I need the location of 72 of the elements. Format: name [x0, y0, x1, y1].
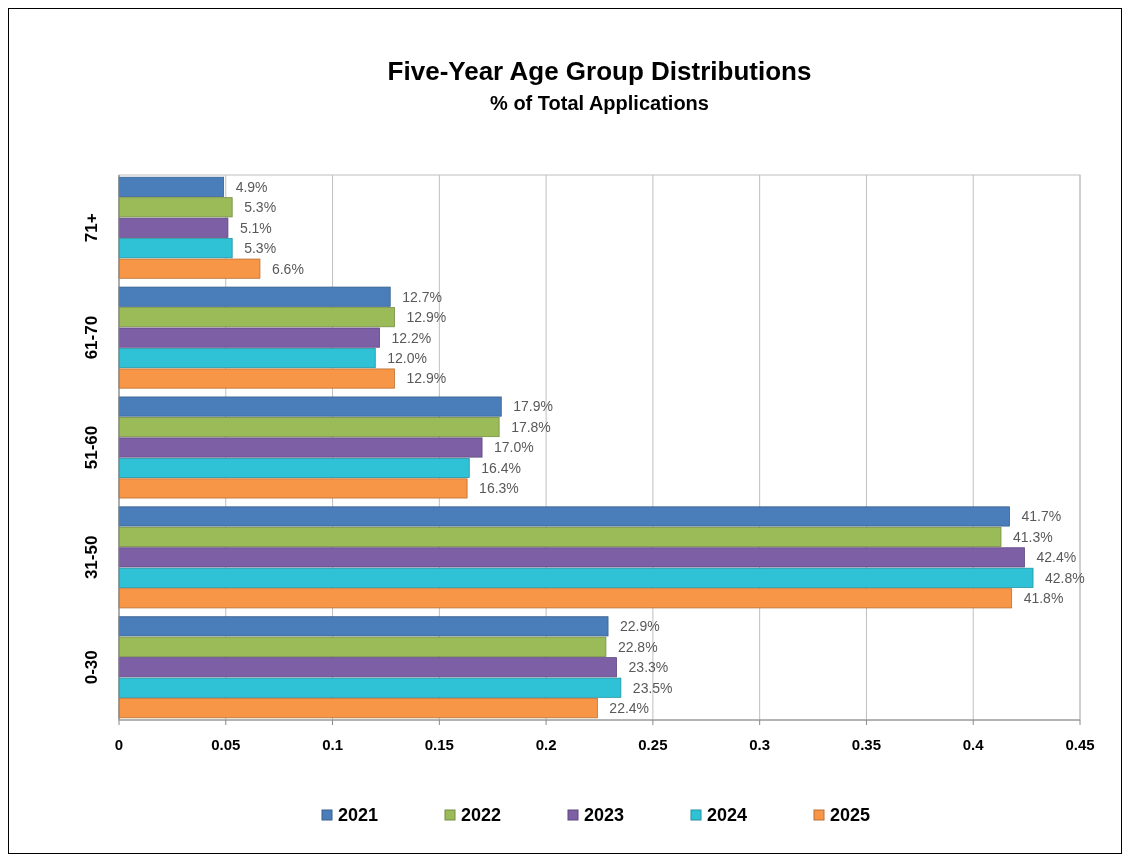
x-tick-label: 0.35 [851, 736, 882, 753]
data-label: 12.0% [387, 349, 427, 366]
data-label: 17.9% [513, 398, 553, 415]
bar [118, 238, 233, 259]
data-label: 22.4% [609, 700, 650, 717]
legend-label: 2023 [584, 805, 625, 826]
data-label: 4.9% [235, 178, 268, 195]
bar [118, 588, 1013, 609]
bar [118, 217, 229, 238]
x-tick-label: 0.05 [211, 736, 241, 753]
bar [118, 677, 622, 698]
data-label: 5.3% [244, 199, 277, 216]
x-tick-label: 0.4 [962, 736, 985, 753]
data-label: 16.4% [481, 459, 521, 476]
x-tick-label: 0.3 [749, 736, 771, 753]
data-label: 42.8% [1045, 569, 1085, 586]
data-label: 17.0% [494, 439, 534, 456]
legend-label: 2024 [707, 805, 748, 826]
bar [118, 197, 233, 218]
data-label: 12.9% [406, 309, 447, 326]
data-label: 6.6% [271, 260, 304, 277]
data-label: 5.3% [244, 240, 277, 257]
data-label: 22.9% [620, 618, 660, 635]
data-label: 23.5% [632, 679, 673, 696]
bar [118, 457, 470, 478]
bar [118, 698, 598, 719]
bar [118, 437, 483, 458]
data-label: 42.4% [1036, 549, 1077, 566]
bar [118, 616, 609, 637]
bar [118, 506, 1010, 527]
data-label: 41.3% [1012, 528, 1053, 545]
y-tick-label: 31-50 [82, 535, 101, 580]
data-label: 5.1% [239, 219, 272, 236]
x-tick-label: 0.2 [535, 736, 557, 753]
data-label: 12.7% [402, 288, 442, 305]
bar [118, 396, 502, 417]
bar [118, 478, 468, 499]
y-tick-label: 61-70 [82, 315, 101, 360]
bar [118, 526, 1002, 547]
bar [118, 417, 500, 438]
y-tick-label: 0-30 [82, 650, 101, 685]
y-tick-label: 51-60 [82, 425, 101, 470]
bar [118, 547, 1025, 568]
x-tick-label: 0.45 [1065, 736, 1095, 753]
x-tick-label: 0 [114, 736, 124, 753]
data-label: 12.9% [406, 370, 447, 387]
bar [118, 307, 395, 328]
chart-title: Five-Year Age Group Distributions [387, 56, 812, 86]
bar [118, 286, 391, 307]
data-label: 41.8% [1023, 590, 1064, 607]
legend-label: 2025 [830, 805, 871, 826]
bar [118, 368, 395, 389]
bar [118, 348, 376, 369]
x-tick-label: 0.25 [638, 736, 668, 753]
x-tick-label: 0.1 [322, 736, 343, 753]
bar [118, 176, 225, 197]
data-label: 12.2% [391, 329, 432, 346]
data-label: 23.3% [628, 659, 669, 676]
data-label: 22.8% [617, 638, 658, 655]
data-label: 41.7% [1021, 508, 1062, 525]
bar [118, 636, 607, 657]
chart-subtitle: % of Total Applications [490, 92, 709, 114]
bar [118, 567, 1034, 588]
bar [118, 327, 380, 348]
bar [118, 258, 261, 279]
y-tick-label: 71+ [82, 213, 101, 243]
data-label: 17.8% [511, 418, 551, 435]
legend-label: 2022 [461, 805, 502, 826]
data-label: 16.3% [479, 480, 519, 497]
bar [118, 657, 617, 678]
legend-label: 2021 [338, 805, 379, 826]
x-tick-label: 0.15 [424, 736, 454, 753]
